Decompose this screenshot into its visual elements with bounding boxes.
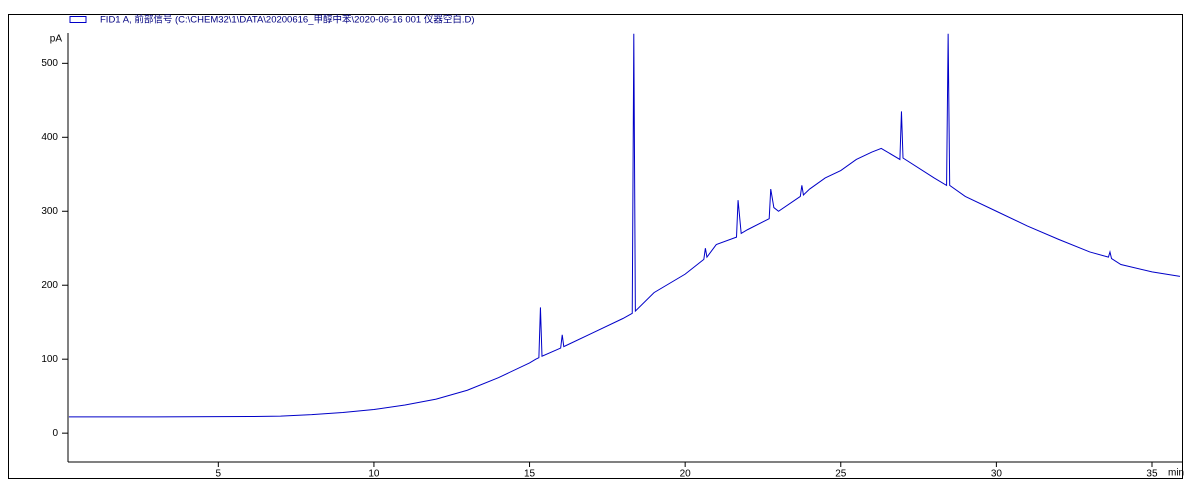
x-tick-label: 5 bbox=[216, 469, 222, 480]
legend-label: FID1 A, 前部信号 (C:\CHEM32\1\DATA\20200616_… bbox=[100, 14, 475, 26]
x-tick-label: 35 bbox=[1146, 469, 1158, 480]
x-tick-label: 30 bbox=[991, 469, 1003, 480]
x-tick-label: 25 bbox=[835, 469, 847, 480]
x-tick-label: 15 bbox=[524, 469, 536, 480]
trace bbox=[68, 33, 1181, 418]
y-axis-label: pA bbox=[50, 34, 63, 45]
frame bbox=[8, 14, 1183, 479]
y-tick-label: 400 bbox=[41, 132, 58, 143]
x-axis-label: min bbox=[1168, 468, 1184, 479]
x-tick-label: 10 bbox=[368, 469, 380, 480]
y-tick-label: 300 bbox=[41, 206, 58, 217]
legend-swatch bbox=[69, 16, 87, 23]
y-tick-label: 100 bbox=[41, 354, 58, 365]
x-tick-label: 20 bbox=[680, 469, 692, 480]
y-tick-label: 500 bbox=[41, 58, 58, 69]
y-tick-label: 0 bbox=[52, 428, 58, 439]
y-tick-label: 200 bbox=[41, 280, 58, 291]
